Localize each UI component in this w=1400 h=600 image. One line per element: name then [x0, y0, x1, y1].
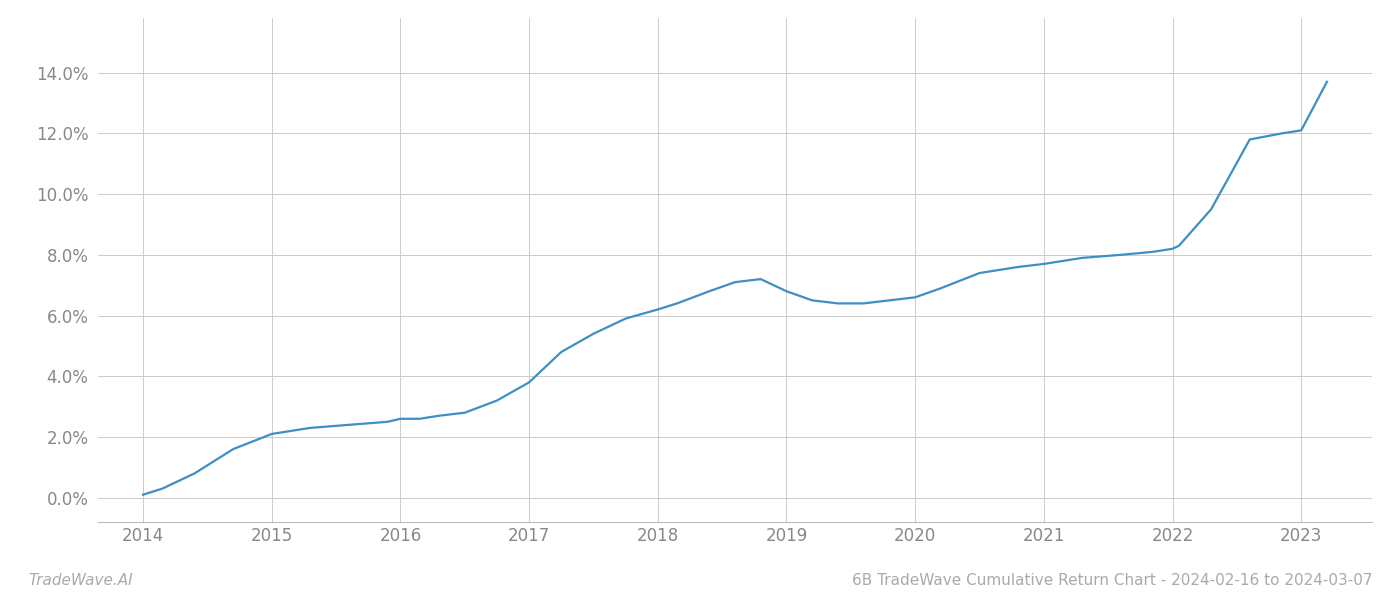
Text: 6B TradeWave Cumulative Return Chart - 2024-02-16 to 2024-03-07: 6B TradeWave Cumulative Return Chart - 2…: [851, 573, 1372, 588]
Text: TradeWave.AI: TradeWave.AI: [28, 573, 133, 588]
